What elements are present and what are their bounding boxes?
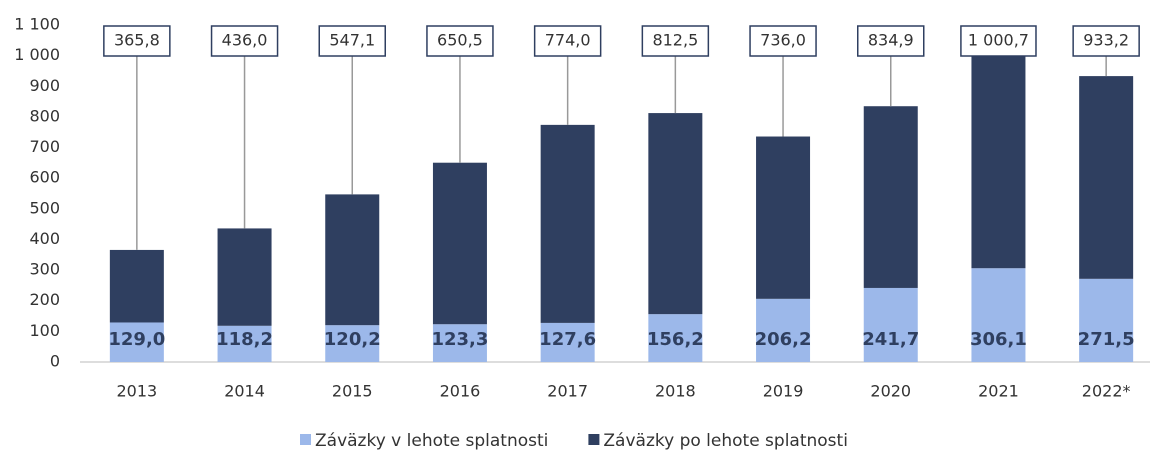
bar [325, 194, 380, 326]
total-label-box [318, 25, 386, 57]
bar [325, 325, 380, 362]
total-label: 1 000,7 [968, 31, 1029, 50]
x-tick-label: 2013 [116, 382, 157, 401]
x-tick-label: 2022* [1082, 382, 1131, 401]
total-label-box [426, 25, 494, 57]
x-tick-label: 2014 [224, 382, 265, 401]
bar [863, 106, 918, 288]
total-label: 650,5 [437, 31, 483, 50]
total-label: 834,9 [868, 31, 914, 50]
y-tick-label: 1 000 [14, 45, 60, 64]
total-label-box [749, 25, 817, 57]
bar [1079, 76, 1134, 279]
bar [756, 136, 811, 299]
y-tick-label: 700 [29, 137, 60, 156]
total-label-box [641, 25, 710, 57]
y-tick-label: 900 [29, 76, 60, 95]
total-label-box [103, 25, 171, 57]
bar [432, 324, 487, 362]
value-label: 206,2 [755, 329, 812, 350]
bar [217, 325, 272, 362]
total-label-box [533, 25, 602, 57]
y-tick-label: 0 [50, 352, 60, 371]
legend-swatch [300, 434, 311, 445]
y-tick-label: 600 [29, 168, 60, 187]
value-label: 129,0 [108, 329, 165, 350]
total-label: 365,8 [114, 31, 160, 50]
value-label: 306,1 [970, 329, 1027, 350]
y-tick-label: 800 [29, 106, 60, 125]
y-tick-label: 400 [29, 229, 60, 248]
y-tick-label: 200 [29, 290, 60, 309]
bar [432, 162, 487, 325]
total-label-box [857, 25, 925, 57]
y-tick-label: 100 [29, 321, 60, 340]
total-label-box [1072, 25, 1140, 57]
bar [971, 268, 1026, 362]
bar [217, 228, 272, 326]
value-label: 127,6 [539, 329, 596, 350]
bar [863, 287, 918, 362]
bar [648, 113, 703, 315]
total-label: 812,5 [652, 31, 698, 50]
legend-swatch [588, 434, 600, 445]
bar [756, 298, 811, 362]
x-tick-label: 2019 [763, 382, 804, 401]
value-label: 241,7 [862, 329, 919, 350]
value-label: 118,2 [216, 329, 273, 350]
bar [109, 249, 164, 323]
bar [971, 55, 1026, 269]
legend-label: Záväzky po lehote splatnosti [603, 431, 848, 451]
total-label: 933,2 [1083, 31, 1129, 50]
value-label: 123,3 [431, 329, 488, 350]
y-tick-label: 500 [29, 198, 60, 217]
y-tick-label: 1 100 [14, 15, 60, 34]
total-label: 774,0 [545, 31, 591, 50]
y-tick-label: 300 [29, 260, 60, 279]
legend-label: Záväzky v lehote splatnosti [315, 431, 548, 451]
x-tick-label: 2021 [978, 382, 1019, 401]
bar [1079, 278, 1134, 362]
value-label: 120,2 [324, 329, 381, 350]
bar [648, 314, 703, 362]
x-tick-label: 2015 [332, 382, 373, 401]
value-label: 156,2 [647, 329, 704, 350]
x-tick-label: 2016 [440, 382, 481, 401]
bar [540, 322, 595, 362]
x-tick-label: 2017 [547, 382, 588, 401]
total-label: 436,0 [222, 31, 268, 50]
x-tick-label: 2018 [655, 382, 696, 401]
total-label-box [960, 25, 1037, 57]
total-label: 547,1 [329, 31, 375, 50]
total-label: 736,0 [760, 31, 806, 50]
total-label-box [210, 25, 279, 57]
value-label: 271,5 [1078, 329, 1135, 350]
bar [109, 322, 164, 362]
x-tick-label: 2020 [870, 382, 911, 401]
bar [540, 124, 595, 323]
